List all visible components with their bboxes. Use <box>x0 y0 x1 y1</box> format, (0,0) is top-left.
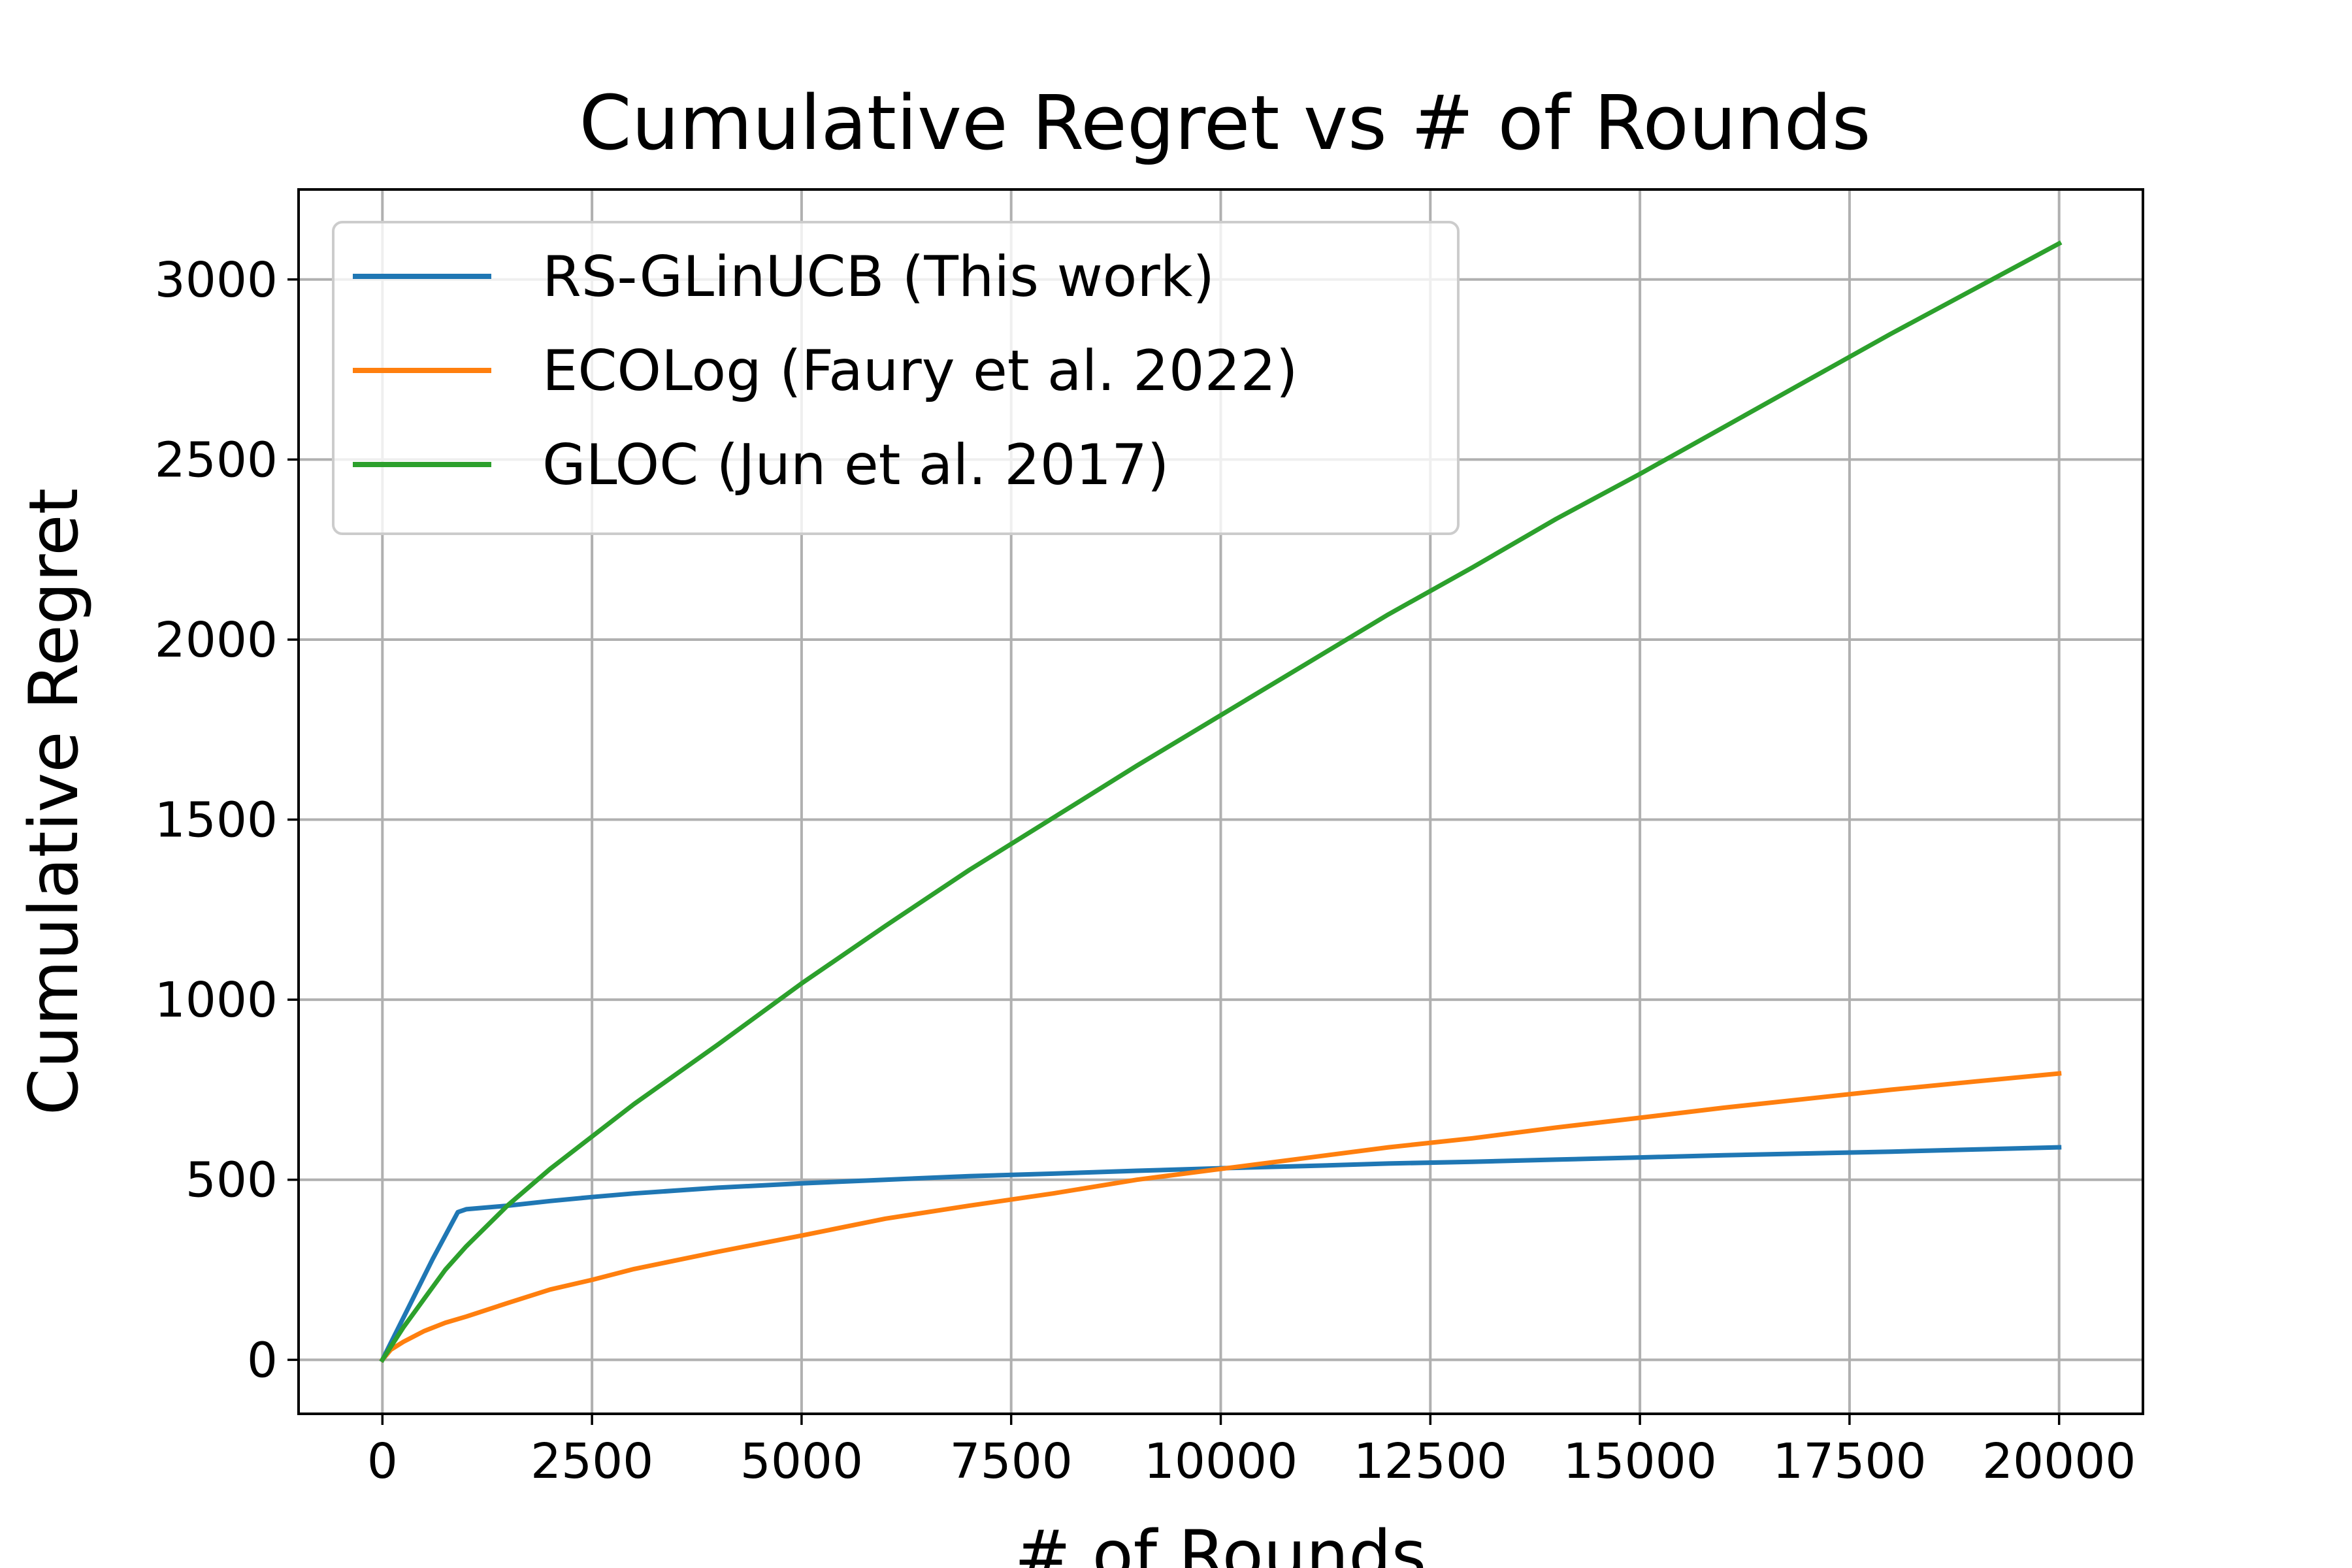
y-axis-label: Cumulative Regret <box>15 488 93 1115</box>
y-tick-label: 3000 <box>155 252 278 308</box>
legend-label-1: RS-GLinUCB (This work) <box>542 244 1215 310</box>
y-tick-label: 1000 <box>155 972 278 1028</box>
chart-title: Cumulative Regret vs # of Rounds <box>579 80 1870 167</box>
y-tick-label: 2500 <box>155 432 278 488</box>
series-line-1 <box>379 1145 2062 1363</box>
legend: RS-GLinUCB (This work) ECOLog (Faury et a… <box>332 221 1460 535</box>
x-tick-label: 20000 <box>1982 1433 2136 1490</box>
x-tick-label: 2500 <box>531 1433 653 1490</box>
x-tick-label: 17500 <box>1772 1433 1926 1490</box>
y-tick-label: 2000 <box>155 612 278 668</box>
legend-label-3: GLOC (Jun et al. 2017) <box>542 433 1169 498</box>
x-axis-label: # of Rounds <box>1015 1516 1427 1568</box>
x-tick-label: 5000 <box>740 1433 863 1490</box>
x-tick-label: 10000 <box>1144 1433 1298 1490</box>
x-tick-label: 0 <box>367 1433 398 1490</box>
legend-label-2: ECOLog (Faury et al. 2022) <box>542 338 1298 404</box>
x-tick-label: 12500 <box>1354 1433 1507 1490</box>
y-tick-label: 500 <box>186 1152 278 1209</box>
legend-entries: RS-GLinUCB (This work) ECOLog (Faury et a… <box>353 244 1298 498</box>
series-line-2 <box>379 1071 2062 1364</box>
legend-box <box>332 221 1460 535</box>
x-axis: 0 2500 5000 7500 10000 12500 15000 17500 20000 <box>367 1414 2136 1490</box>
y-tick-label: 0 <box>247 1332 278 1388</box>
series-lines <box>379 240 2063 1364</box>
x-tick-label: 7500 <box>950 1433 1073 1490</box>
series-line-3 <box>379 240 2063 1364</box>
y-axis: 0 500 1000 1500 2000 2500 3000 <box>155 252 299 1388</box>
x-tick-label: 15000 <box>1563 1433 1716 1490</box>
y-tick-label: 1500 <box>155 792 278 849</box>
